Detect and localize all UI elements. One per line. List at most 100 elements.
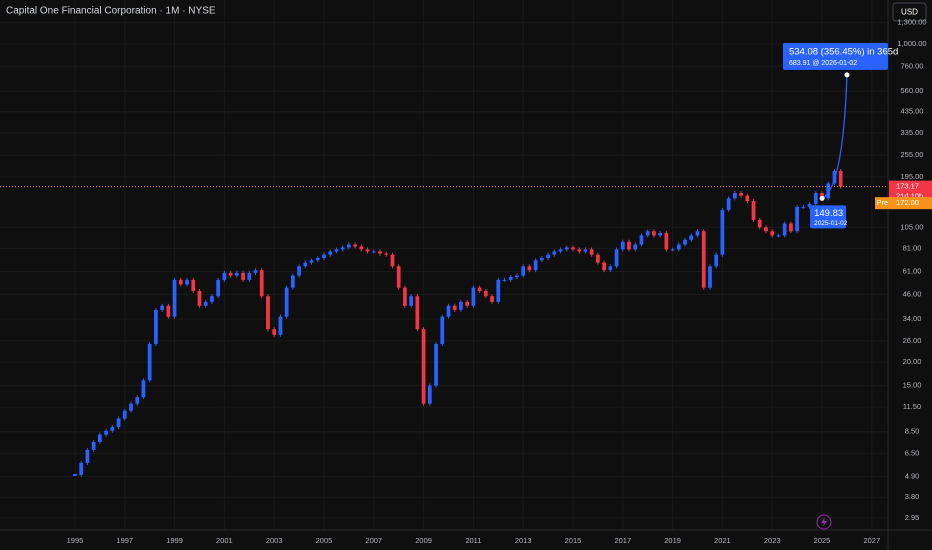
- candle: [614, 249, 619, 267]
- x-tick-label: 1997: [116, 536, 133, 545]
- candle: [789, 223, 793, 232]
- candle: [154, 309, 158, 345]
- candle: [340, 247, 345, 250]
- candle: [546, 254, 550, 258]
- candle: [483, 290, 488, 297]
- candle: [172, 279, 177, 317]
- candle: [427, 385, 432, 404]
- x-tick-label: 2019: [664, 536, 681, 545]
- candle: [322, 254, 326, 258]
- premarket-tag: Pre: [877, 198, 889, 207]
- candle: [197, 290, 202, 306]
- y-tick-label: 61.00: [903, 266, 922, 275]
- currency-button[interactable]: [892, 2, 927, 22]
- x-tick-label: 2017: [614, 536, 631, 545]
- candle: [751, 201, 756, 220]
- candle: [645, 231, 650, 236]
- y-tick-label: 2.95: [905, 513, 920, 522]
- y-tick-label: 1,300.00: [897, 18, 926, 27]
- candle: [284, 287, 289, 317]
- candle: [110, 427, 115, 431]
- projection-sublabel: 683.91 @ 2026-01-02: [789, 60, 857, 67]
- candle: [627, 241, 631, 250]
- candle: [826, 183, 831, 199]
- candle: [278, 316, 283, 335]
- y-tick-label: 255.00: [901, 150, 924, 159]
- candle: [807, 203, 812, 207]
- candle: [440, 316, 445, 345]
- candle: [683, 239, 687, 245]
- candle: [745, 195, 750, 202]
- candle: [490, 296, 494, 302]
- y-tick-label: 760.00: [901, 61, 924, 70]
- y-tick-label: 1,000.00: [897, 39, 926, 48]
- candle: [764, 227, 768, 232]
- lightning-icon[interactable]: [816, 514, 832, 530]
- candle: [241, 272, 245, 280]
- projection-box: [782, 42, 888, 70]
- candle: [247, 272, 252, 280]
- premarket-box: [889, 197, 932, 210]
- candle: [477, 287, 482, 291]
- premarket-tag-box: [875, 197, 889, 210]
- x-tick-label: 2027: [863, 536, 880, 545]
- candle: [820, 193, 824, 199]
- candle: [371, 251, 376, 253]
- candle: [73, 473, 77, 476]
- x-tick-label: 2003: [266, 536, 283, 545]
- x-tick-label: 2013: [515, 536, 532, 545]
- candle: [452, 305, 457, 310]
- candle: [508, 276, 513, 280]
- candle: [471, 287, 476, 306]
- candle: [178, 279, 183, 285]
- candle: [676, 244, 681, 250]
- candle: [459, 301, 463, 310]
- candle: [415, 296, 420, 330]
- candle: [813, 193, 818, 204]
- candle: [160, 305, 164, 310]
- candle: [776, 235, 781, 237]
- candle: [185, 279, 189, 285]
- candle: [583, 249, 588, 252]
- candle: [838, 170, 843, 187]
- candle: [496, 279, 501, 302]
- candle: [689, 235, 694, 240]
- candle: [79, 462, 84, 475]
- candle: [122, 410, 127, 419]
- premarket-label: 172.00: [896, 198, 919, 207]
- candle: [434, 344, 438, 386]
- candle: [515, 275, 519, 277]
- candle: [726, 198, 731, 210]
- candle: [552, 251, 557, 255]
- x-tick-label: 2005: [316, 536, 333, 545]
- y-tick-label: 435.00: [901, 107, 924, 116]
- candle: [720, 209, 725, 255]
- candle: [782, 223, 787, 236]
- y-tick-label: 4.90: [905, 472, 920, 481]
- candle: [104, 430, 108, 435]
- candle: [695, 231, 700, 236]
- candle: [135, 397, 140, 404]
- candle: [309, 260, 314, 263]
- candle: [334, 249, 339, 252]
- candle: [701, 231, 706, 288]
- candle: [315, 257, 320, 261]
- x-tick-label: 2025: [814, 536, 831, 545]
- candle: [353, 244, 357, 247]
- candle: [708, 266, 712, 288]
- x-tick-label: 2015: [565, 536, 582, 545]
- countdown-label: 21d 10h: [896, 192, 923, 201]
- x-tick-label: 2021: [714, 536, 731, 545]
- candle: [259, 270, 264, 297]
- candle: [384, 253, 389, 255]
- candle: [396, 266, 401, 288]
- x-tick-label: 2011: [465, 536, 481, 545]
- currency-label[interactable]: USD: [901, 8, 918, 17]
- y-tick-label: 20.00: [903, 357, 922, 366]
- candle: [403, 287, 407, 306]
- x-tick-label: 1999: [166, 536, 183, 545]
- candle: [234, 272, 239, 276]
- candle: [596, 254, 600, 263]
- candle: [303, 262, 308, 267]
- projection-label: 534.08 (356.45%) in 365d: [789, 46, 898, 57]
